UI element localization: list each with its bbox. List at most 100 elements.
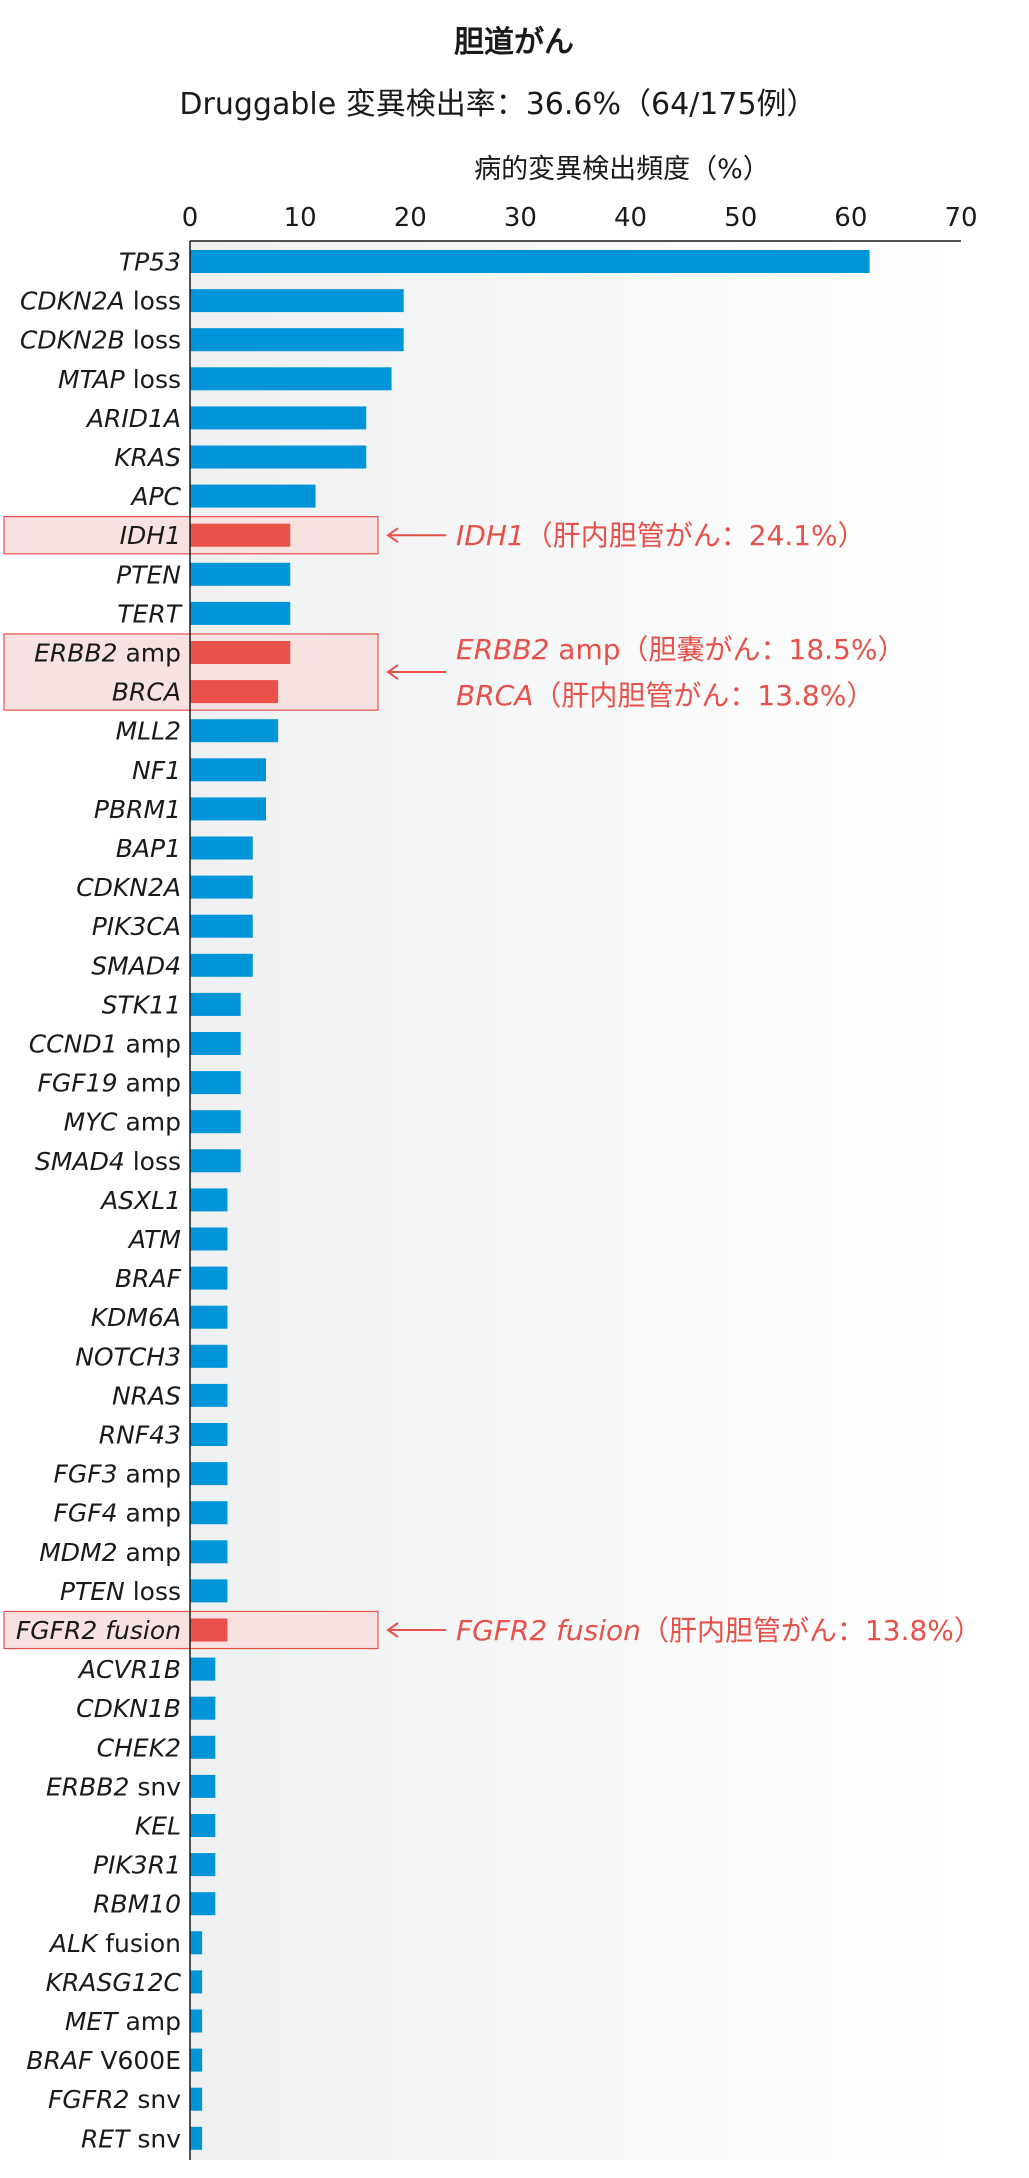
bar-47 [190,2087,203,2111]
category-label: RNF43 [99,1421,181,1450]
bar-24 [190,1188,228,1212]
bar-21 [190,1071,241,1095]
category-label: NF1 [132,756,181,785]
bar-2 [190,328,404,352]
bar-6 [190,484,316,508]
category-labels: TP53 CDKN2A loss CDKN2B loss MTAP loss ARID1… [16,248,183,2154]
bar-27 [190,1305,228,1329]
category-label: FGFR2 snv [48,2085,181,2114]
category-label: CDKN2B loss [20,326,181,355]
bar-1 [190,289,404,313]
category-label: ATM [127,1225,181,1254]
x-tick-label: 20 [394,203,427,233]
bar-16 [190,875,253,899]
category-label: CDKN2A [76,873,181,902]
bar-8 [190,562,291,586]
bar-11 [190,680,279,704]
bar-37 [190,1696,216,1720]
bar-9 [190,601,291,625]
bars [190,250,870,2150]
bar-18 [190,953,253,977]
bar-12 [190,719,279,743]
bar-15 [190,836,253,860]
bar-13 [190,758,266,782]
category-label: TERT [117,599,182,628]
category-label: BRAF [115,1264,182,1293]
bar-34 [190,1579,228,1603]
category-label: ALK fusion [48,1929,181,1958]
category-label: FGF3 amp [53,1460,181,1489]
category-label: APC [129,482,181,511]
annotation-arrow [386,1622,446,1638]
bar-3 [190,367,392,391]
bar-28 [190,1344,228,1368]
bar-26 [190,1266,228,1290]
bar-31 [190,1462,228,1486]
category-label: NOTCH3 [75,1342,181,1371]
bar-30 [190,1423,228,1446]
x-axis-label: 病的変異検出頻度（%） [474,154,770,185]
category-label: MTAP loss [58,365,181,394]
bar-39 [190,1774,216,1798]
category-label: CDKN1B [76,1694,181,1723]
category-label: SMAD4 [91,951,181,980]
bar-35 [190,1618,228,1642]
annotations: IDH1（肝内胆管がん：24.1%） ERBB2 amp（胆嚢がん：18.5%） B… [386,519,982,1647]
annotation-text: IDH1（肝内胆管がん：24.1%） [456,519,866,552]
x-tick-label: 60 [834,203,867,233]
bar-45 [190,2009,203,2033]
bar-48 [190,2126,203,2150]
category-label: PTEN [116,560,181,589]
category-label: ERBB2 amp [34,639,181,668]
bar-20 [190,1032,241,1055]
category-label: PIK3CA [92,912,181,941]
bar-36 [190,1657,216,1681]
category-label: FGFR2 fusion [16,1616,181,1645]
category-label: ERBB2 snv [46,1772,181,1801]
chart-subtitle: Druggable 変異検出率：36.6%（64/175例） [179,87,816,122]
bar-25 [190,1227,228,1251]
bar-41 [190,1853,216,1877]
category-label: FGF4 amp [53,1499,181,1528]
category-label: ASXL1 [99,1186,181,1215]
category-label: BAP1 [116,834,181,863]
category-label: STK11 [102,990,181,1019]
chart-title: 胆道がん [454,25,574,60]
category-label: TP53 [119,248,181,277]
annotation-text: BRCA（肝内胆管がん：13.8%） [456,679,874,712]
category-label: ARID1A [85,404,181,433]
bar-10 [190,641,291,664]
bar-43 [190,1931,203,1955]
x-tick-label: 0 [182,203,199,233]
category-label: PTEN loss [60,1577,181,1606]
bar-32 [190,1501,228,1525]
category-label: NRAS [112,1381,181,1410]
category-label: MYC amp [64,1108,181,1137]
bar-17 [190,914,253,938]
bar-7 [190,523,291,547]
bar-4 [190,406,367,430]
x-tick-label: 40 [614,203,647,233]
x-tick-label: 70 [944,203,977,233]
bar-42 [190,1892,216,1916]
category-label: FGF19 amp [38,1069,181,1098]
bar-29 [190,1383,228,1407]
annotation-arrow [386,527,446,544]
bar-14 [190,797,266,821]
category-label: MLL2 [116,717,181,746]
category-label: RET snv [81,2124,181,2153]
bar-0 [190,250,870,273]
category-label: MET amp [65,2007,181,2036]
category-label: PBRM1 [94,795,181,824]
x-tick-label: 10 [284,203,317,233]
bar-44 [190,1970,203,1994]
annotation-arrow [386,664,446,680]
category-label: ACVR1B [77,1655,181,1684]
category-label: KEL [135,1812,181,1841]
category-label: KRAS [114,443,181,472]
category-label: CCND1 amp [29,1030,181,1059]
x-ticks: 0 10 20 30 40 50 60 70 [182,203,978,233]
category-label: KRASG12C [46,1968,182,1997]
bar-22 [190,1110,241,1134]
